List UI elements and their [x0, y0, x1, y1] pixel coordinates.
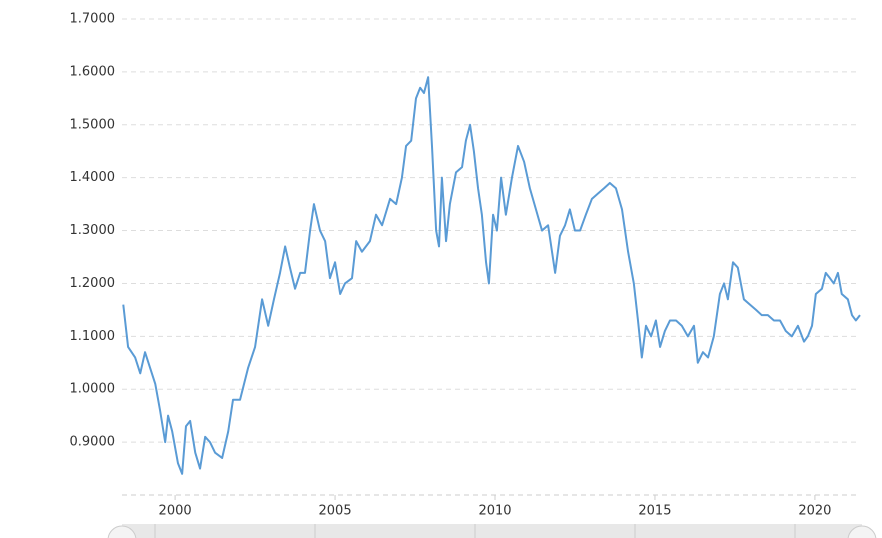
- x-tick-label: 2000: [159, 504, 192, 519]
- y-tick-label: 1.1000: [70, 329, 116, 344]
- y-tick-label: 1.4000: [70, 170, 116, 185]
- navigator[interactable]: [122, 524, 862, 538]
- y-tick-label: 1.6000: [70, 64, 116, 79]
- y-tick-label: 1.0000: [70, 382, 116, 397]
- x-tick-label: 2020: [798, 504, 831, 519]
- y-tick-label: 0.9000: [70, 435, 116, 450]
- y-tick-label: 1.2000: [70, 276, 116, 291]
- y-tick-label: 1.5000: [70, 117, 116, 132]
- x-tick-label: 2005: [319, 504, 352, 519]
- series-line: [122, 76, 861, 475]
- navigator-handle[interactable]: [107, 525, 137, 538]
- y-tick-label: 1.3000: [70, 223, 116, 238]
- x-tick-label: 2015: [638, 504, 671, 519]
- y-tick-label: 1.7000: [70, 12, 116, 27]
- navigator-handle[interactable]: [847, 525, 877, 538]
- x-tick-label: 2010: [478, 504, 511, 519]
